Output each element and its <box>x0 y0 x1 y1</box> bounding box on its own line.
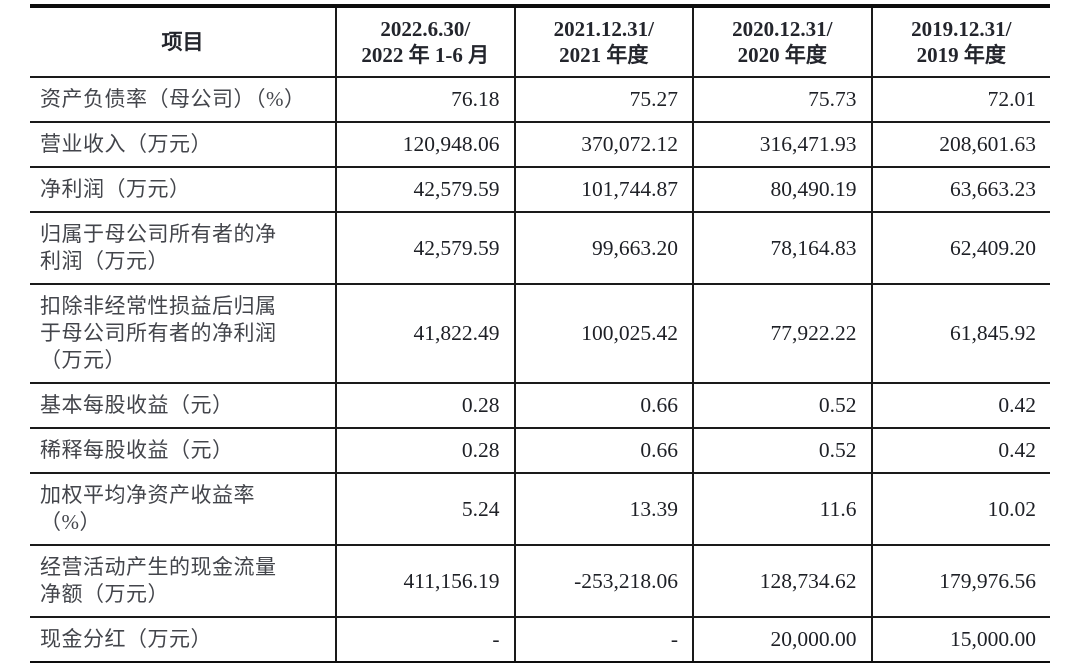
table-header: 项目 2022.6.30/ 2022 年 1-6 月 2021.12.31/ 20… <box>30 6 1050 77</box>
table-cell: 208,601.63 <box>870 121 1050 167</box>
table-row: 加权平均净资产收益率 （%） 5.24 13.39 11.6 10.02 <box>30 472 1050 545</box>
table-cell: - <box>335 616 515 663</box>
table-cell: 101,744.87 <box>513 166 693 212</box>
table-cell: - <box>513 616 693 663</box>
table-cell: 120,948.06 <box>335 121 515 167</box>
table-cell: 99,663.20 <box>513 211 693 284</box>
table-cell: 80,490.19 <box>692 166 872 212</box>
table-row: 现金分红（万元） - -20,000.00 15,000.00 <box>30 616 1050 663</box>
row-label: 现金分红（万元） <box>30 616 336 663</box>
table-cell: 100,025.42 <box>513 283 693 383</box>
row-label: 资产负债率（母公司）（%） <box>30 76 336 122</box>
table-cell: 63,663.23 <box>870 166 1050 212</box>
table-cell: 15,000.00 <box>870 616 1050 663</box>
table-cell: 0.66 <box>513 427 693 473</box>
table-cell: 75.73 <box>692 76 872 122</box>
table-cell: 316,471.93 <box>692 121 872 167</box>
table-cell: 41,822.49 <box>335 283 515 383</box>
table-cell: 0.52 <box>692 427 872 473</box>
table-cell: 0.52 <box>692 382 872 428</box>
table-cell: 10.02 <box>870 472 1050 545</box>
table-cell: 77,922.22 <box>692 283 872 383</box>
row-label: 稀释每股收益（元） <box>30 427 336 473</box>
table-row: 资产负债率（母公司）（%） 76.18 75.27 75.73 72.01 <box>30 76 1050 122</box>
table-cell: 42,579.59 <box>335 211 515 284</box>
table-cell: 61,845.92 <box>870 283 1050 383</box>
row-label: 加权平均净资产收益率 （%） <box>30 472 336 545</box>
row-label: 营业收入（万元） <box>30 121 336 167</box>
column-header-period: 2020.12.31/ 2020 年度 <box>692 6 872 77</box>
table-cell: 0.42 <box>870 382 1050 428</box>
table-cell: 370,072.12 <box>513 121 693 167</box>
table-cell: 128,734.62 <box>692 544 872 617</box>
table-cell: -253,218.06 <box>513 544 693 617</box>
table-cell: 0.28 <box>335 427 515 473</box>
table-cell: 13.39 <box>513 472 693 545</box>
table-body: 资产负债率（母公司）（%） 76.18 75.27 75.73 72.01 营业收入（万元… <box>30 76 1050 663</box>
table-row: 净利润（万元） 42,579.59 101,744.87 80,490.19 63,66… <box>30 166 1050 212</box>
column-header-period: 2022.6.30/ 2022 年 1-6 月 <box>335 6 515 77</box>
table-cell: 179,976.56 <box>870 544 1050 617</box>
table-row: 归属于母公司所有者的净 利润（万元） 42,579.59 99,663.20 78,1… <box>30 211 1050 284</box>
table-cell: 42,579.59 <box>335 166 515 212</box>
header-row: 项目 2022.6.30/ 2022 年 1-6 月 2021.12.31/ 20… <box>30 6 1050 77</box>
table-cell: 5.24 <box>335 472 515 545</box>
table-cell: 0.66 <box>513 382 693 428</box>
table-cell: 78,164.83 <box>692 211 872 284</box>
table-cell: 76.18 <box>335 76 515 122</box>
table-cell: 0.28 <box>335 382 515 428</box>
row-label: 净利润（万元） <box>30 166 336 212</box>
table-cell: 75.27 <box>513 76 693 122</box>
row-label: 基本每股收益（元） <box>30 382 336 428</box>
table-row: 经营活动产生的现金流量 净额（万元） 411,156.19 -253,218.06 1… <box>30 544 1050 617</box>
row-label: 归属于母公司所有者的净 利润（万元） <box>30 211 336 284</box>
table-cell: 11.6 <box>692 472 872 545</box>
column-header-item: 项目 <box>161 30 204 54</box>
table-row: 营业收入（万元） 120,948.06 370,072.12 316,471.93 20… <box>30 121 1050 167</box>
table-row: 扣除非经常性损益后归属 于母公司所有者的净利润 （万元） 41,822.49 100… <box>30 283 1050 383</box>
column-header-period: 2019.12.31/ 2019 年度 <box>870 6 1050 77</box>
row-label: 扣除非经常性损益后归属 于母公司所有者的净利润 （万元） <box>30 283 336 383</box>
table-cell: 62,409.20 <box>870 211 1050 284</box>
table-row: 基本每股收益（元） 0.28 0.66 0.52 0.42 <box>30 382 1050 428</box>
table-cell: 72.01 <box>870 76 1050 122</box>
row-label: 经营活动产生的现金流量 净额（万元） <box>30 544 336 617</box>
column-header-period: 2021.12.31/ 2021 年度 <box>513 6 693 77</box>
table-cell: 411,156.19 <box>335 544 515 617</box>
table-cell: 0.42 <box>870 427 1050 473</box>
table-row: 稀释每股收益（元） 0.28 0.66 0.52 0.42 <box>30 427 1050 473</box>
table-cell: 20,000.00 <box>692 616 872 663</box>
financial-summary-table: 项目 2022.6.30/ 2022 年 1-6 月 2021.12.31/ 20… <box>30 4 1050 663</box>
